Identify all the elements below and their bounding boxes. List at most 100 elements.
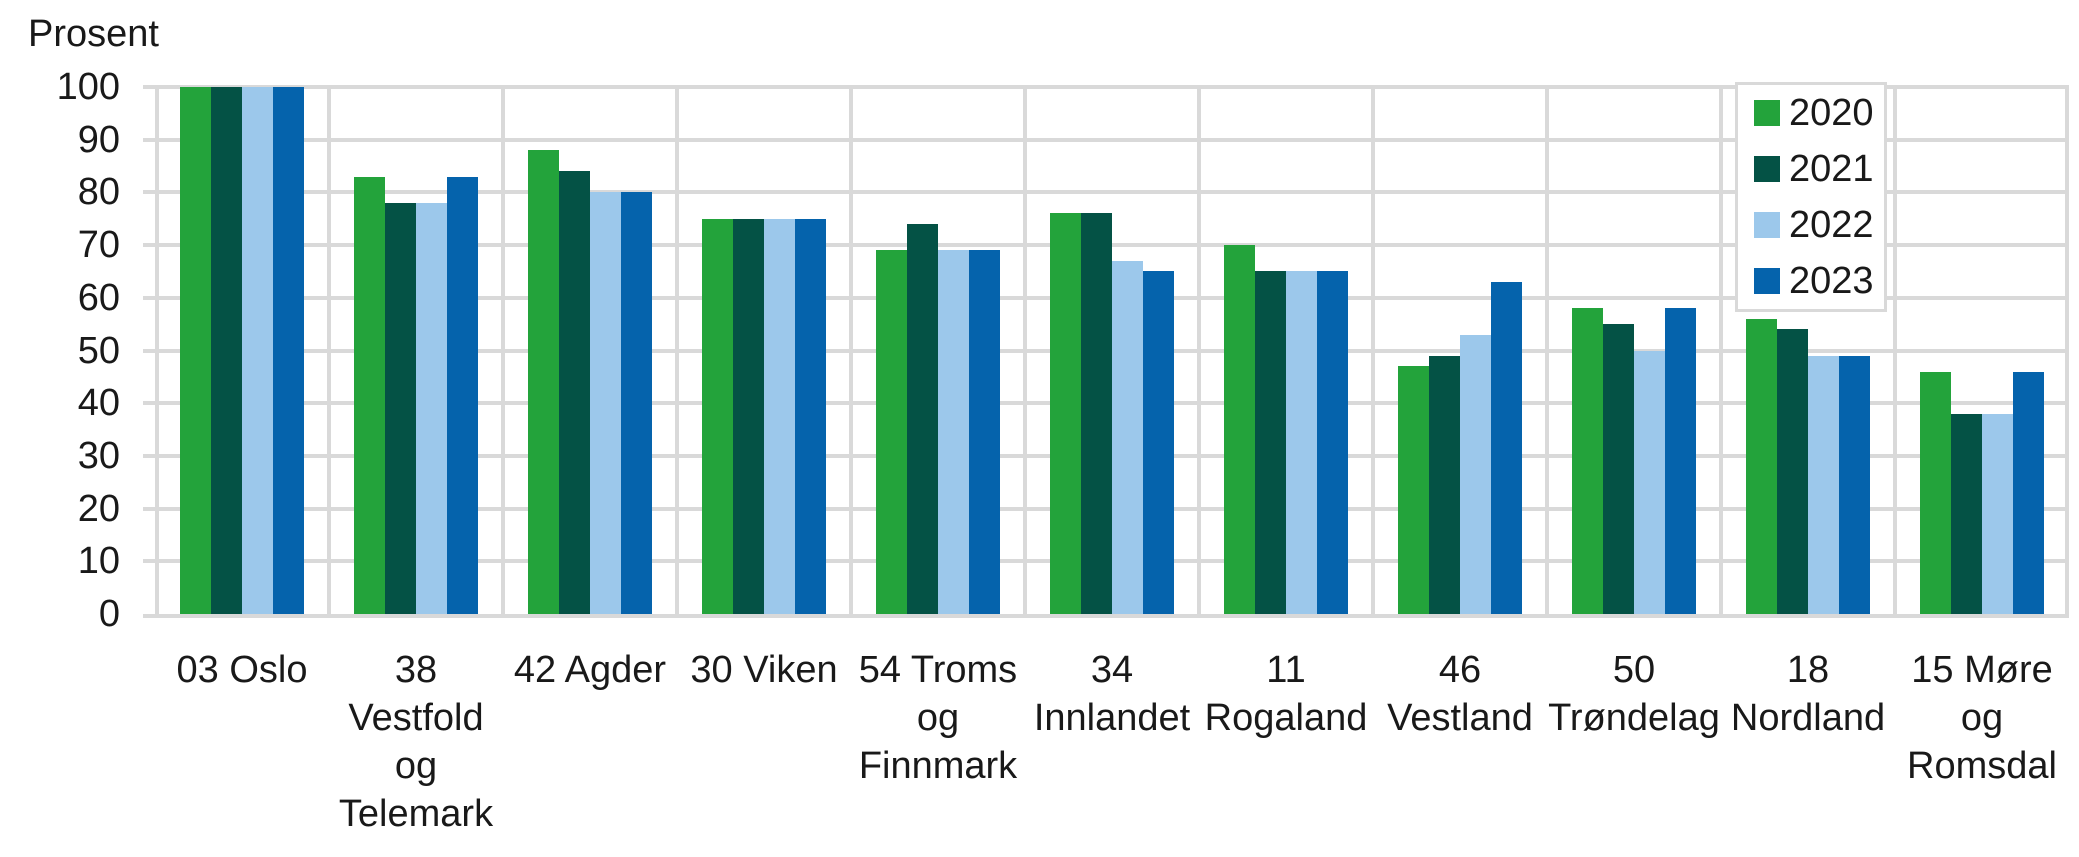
legend-label: 2021 — [1789, 148, 1874, 190]
x-category-label-line: Romsdal — [1907, 745, 2057, 787]
x-category-label-line: Rogaland — [1204, 697, 1368, 739]
x-category-label: 03 Oslo — [155, 646, 329, 694]
plot-area — [155, 85, 2069, 618]
y-axis-title: Prosent — [28, 13, 159, 55]
legend-item-2023: 2023 — [1754, 261, 1884, 301]
bar-2020-18 Nordland — [1746, 318, 1777, 614]
bar-2022-15 Møre og Romsdal — [1982, 413, 2013, 614]
x-category-label-line: 46 — [1438, 649, 1482, 691]
gridline-vertical — [2065, 87, 2069, 614]
bar-2020-46 Vestland — [1398, 366, 1429, 614]
y-tick-mark — [143, 559, 155, 564]
gridline-horizontal — [155, 243, 2069, 248]
y-tick-mark — [143, 243, 155, 248]
y-tick-mark — [143, 453, 155, 458]
x-category-label: 50 Trøndelag — [1547, 646, 1721, 742]
gridline-horizontal — [155, 85, 2069, 89]
bar-2020-34 Innlandet — [1050, 213, 1081, 614]
bar-2022-11 Rogaland — [1286, 271, 1317, 614]
bar-2021-38 Vestfold og Telemark — [385, 202, 416, 614]
y-tick-label: 90 — [77, 118, 120, 161]
bar-2023-11 Rogaland — [1317, 271, 1348, 614]
bar-2021-11 Rogaland — [1255, 271, 1286, 614]
x-category-label: 30 Viken — [677, 646, 851, 694]
y-tick-label: 100 — [56, 66, 120, 108]
legend-item-2022: 2022 — [1754, 205, 1884, 245]
legend-label: 2022 — [1789, 204, 1874, 246]
bar-2023-50 Trøndelag — [1665, 308, 1696, 614]
x-category-label-line: Vestland — [1387, 697, 1533, 739]
bar-2022-18 Nordland — [1808, 355, 1839, 614]
bar-2023-30 Viken — [795, 218, 826, 614]
x-category-label: 11 Rogaland — [1199, 646, 1373, 742]
y-tick-label: 10 — [77, 540, 120, 583]
x-category-label-line: 11 — [1266, 649, 1306, 691]
x-category-label-line: Telemark — [338, 793, 494, 835]
y-tick-label: 30 — [77, 434, 120, 477]
gridline-vertical — [327, 87, 331, 614]
gridline-vertical — [675, 87, 679, 614]
x-category-label-line: Finnmark — [858, 745, 1018, 787]
gridline-vertical — [1197, 87, 1201, 614]
legend-item-2021: 2021 — [1754, 149, 1884, 189]
legend-label: 2023 — [1789, 260, 1874, 302]
y-tick-mark — [143, 614, 155, 618]
bar-2022-38 Vestfold og Telemark — [416, 202, 447, 614]
gridline-vertical — [1893, 87, 1897, 614]
bar-2022-50 Trøndelag — [1634, 350, 1665, 614]
bar-2022-42 Agder — [590, 192, 621, 614]
gridline-vertical — [501, 87, 505, 614]
bar-2021-54 Troms og Finnmark — [907, 224, 938, 614]
gridline-vertical — [1545, 87, 1549, 614]
x-category-label: 38 Vestfold og Telemark — [329, 646, 503, 838]
y-tick-label: 0 — [98, 593, 120, 635]
y-tick-label: 40 — [77, 382, 120, 425]
x-category-label-line: 30 Viken — [690, 649, 838, 691]
bar-2023-42 Agder — [621, 192, 652, 614]
legend: 2020 2021 2022 2023 — [1735, 82, 1887, 312]
bar-2022-30 Viken — [764, 218, 795, 614]
bar-2021-50 Trøndelag — [1603, 324, 1634, 614]
bar-2020-15 Møre og Romsdal — [1920, 371, 1951, 614]
y-tick-label: 80 — [77, 171, 120, 214]
bar-2020-54 Troms og Finnmark — [876, 250, 907, 614]
bar-2020-11 Rogaland — [1224, 245, 1255, 614]
x-category-label-line: og — [394, 745, 438, 787]
x-category-label-line: Innlandet — [1033, 697, 1191, 739]
gridline-horizontal — [155, 614, 2069, 618]
x-category-label: 18 Nordland — [1721, 646, 1895, 742]
bar-2022-34 Innlandet — [1112, 260, 1143, 614]
x-category-label-line: 34 — [1090, 649, 1134, 691]
y-tick-mark — [143, 85, 155, 89]
y-tick-label: 70 — [77, 224, 120, 267]
y-tick-mark — [143, 401, 155, 406]
bar-2022-03 Oslo — [242, 87, 273, 614]
bar-2020-03 Oslo — [180, 87, 211, 614]
bar-2023-15 Møre og Romsdal — [2013, 371, 2044, 614]
y-tick-label: 50 — [77, 329, 120, 372]
bar-2022-46 Vestland — [1460, 334, 1491, 614]
gridline-vertical — [1719, 87, 1723, 614]
bar-2021-03 Oslo — [211, 87, 242, 614]
bar-2021-30 Viken — [733, 218, 764, 614]
y-tick-label: 20 — [77, 487, 120, 530]
bar-2020-50 Trøndelag — [1572, 308, 1603, 614]
gridline-vertical — [849, 87, 853, 614]
x-category-label: 34 Innlandet — [1025, 646, 1199, 742]
x-category-label-line: og — [1960, 697, 2004, 739]
bar-2020-30 Viken — [702, 218, 733, 614]
x-category-label-line: Trøndelag — [1548, 697, 1720, 739]
y-tick-mark — [143, 295, 155, 300]
x-category-label-line: 38 — [394, 649, 438, 691]
x-category-label-line: 15 Møre — [1911, 649, 2053, 691]
bar-2023-34 Innlandet — [1143, 271, 1174, 614]
bar-2021-34 Innlandet — [1081, 213, 1112, 614]
x-category-label-line: 03 Oslo — [176, 649, 308, 691]
y-tick-mark — [143, 190, 155, 195]
legend-swatch-2023 — [1754, 268, 1780, 294]
x-category-label: 46 Vestland — [1373, 646, 1547, 742]
bar-2023-54 Troms og Finnmark — [969, 250, 1000, 614]
gridline-vertical — [155, 87, 159, 614]
bar-2021-15 Møre og Romsdal — [1951, 413, 1982, 614]
